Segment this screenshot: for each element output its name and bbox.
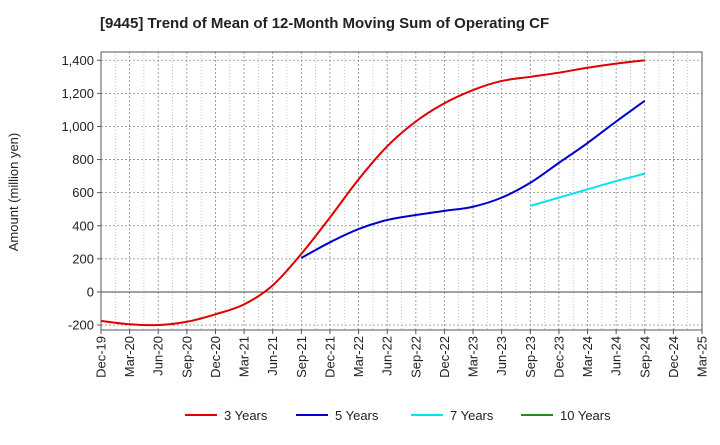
- legend-label-7-years: 7 Years: [450, 408, 494, 423]
- x-tick-label: Mar-23: [466, 336, 481, 377]
- x-tick-label: Jun-20: [151, 336, 166, 376]
- y-tick-label: 800: [72, 152, 94, 167]
- x-tick-label: Jun-22: [380, 336, 395, 376]
- legend-label-10-years: 10 Years: [560, 408, 611, 423]
- x-tick-label: Jun-24: [609, 336, 624, 376]
- x-tick-label: Sep-22: [408, 336, 423, 378]
- x-tick-label: Mar-25: [695, 336, 710, 377]
- x-tick-label: Dec-23: [551, 336, 566, 378]
- series-line-7-years: [530, 172, 646, 207]
- x-tick-label: Mar-20: [122, 336, 137, 377]
- y-tick-label: 1,400: [61, 53, 94, 68]
- x-tick-label: Dec-21: [322, 336, 337, 378]
- x-tick-label: Mar-24: [580, 336, 595, 377]
- y-tick-labels: -200 0 200 400 600 800 1,000 1,200 1,400: [61, 53, 101, 333]
- x-tick-label: Jun-21: [265, 336, 280, 376]
- y-tick-label: 400: [72, 218, 94, 233]
- y-tick-label: 1,000: [61, 119, 94, 134]
- x-tick-label: Sep-21: [294, 336, 309, 378]
- x-tick-label: Jun-23: [494, 336, 509, 376]
- series-lines: [100, 59, 646, 327]
- x-tick-label: Sep-23: [523, 336, 538, 378]
- x-tick-label: Dec-19: [94, 336, 109, 378]
- series-line-5-years: [300, 100, 646, 259]
- legend-label-3-years: 3 Years: [224, 408, 268, 423]
- x-tick-label: Dec-24: [666, 336, 681, 378]
- y-tick-label: -200: [68, 318, 94, 333]
- legend-label-5-years: 5 Years: [335, 408, 379, 423]
- x-tick-label: Dec-22: [437, 336, 452, 378]
- x-tick-label: Mar-22: [351, 336, 366, 377]
- grid: [100, 52, 703, 330]
- y-tick-label: 600: [72, 185, 94, 200]
- y-tick-label: 200: [72, 251, 94, 266]
- y-tick-label: 0: [87, 284, 94, 299]
- chart-title: [9445] Trend of Mean of 12-Month Moving …: [100, 15, 549, 32]
- legend: 3 Years 5 Years 7 Years 10 Years: [185, 408, 611, 423]
- x-tick-label: Sep-24: [637, 336, 652, 378]
- y-axis-label: Amount (million yen): [6, 133, 21, 252]
- plot-border: [100, 51, 703, 331]
- series-line-3-years: [100, 59, 645, 327]
- x-tick-label: Sep-20: [179, 336, 194, 378]
- plot-frame: [100, 51, 703, 331]
- x-tick-label: Dec-20: [208, 336, 223, 378]
- x-tick-labels: Dec-19 Mar-20 Jun-20 Sep-20 Dec-20 Mar-21 Jun-…: [94, 330, 710, 378]
- x-tick-label: Mar-21: [237, 336, 252, 377]
- y-tick-label: 1,200: [61, 86, 94, 101]
